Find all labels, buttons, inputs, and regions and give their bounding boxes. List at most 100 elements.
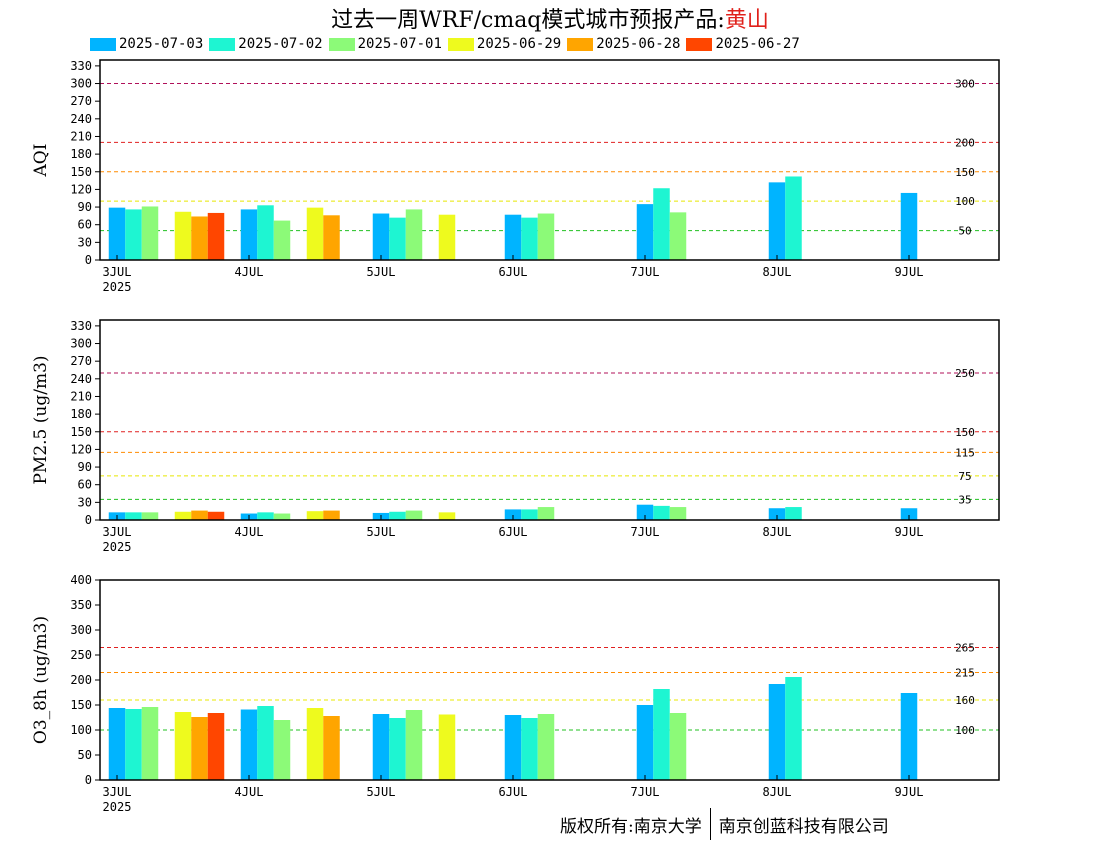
y-tick-label: 30 <box>78 495 92 509</box>
threshold-label: 100 <box>955 195 975 208</box>
bar <box>257 512 274 520</box>
bar <box>323 215 340 260</box>
y-tick-label: 240 <box>70 372 92 386</box>
bar <box>306 207 324 260</box>
bar <box>108 708 126 780</box>
plot-frame <box>99 319 1000 521</box>
legend-item: 2025-07-01 <box>328 36 442 52</box>
bar <box>125 209 142 260</box>
x-tick-label: 9JUL <box>895 525 924 539</box>
bar <box>405 209 423 260</box>
bar <box>636 705 654 780</box>
legend-label: 2025-06-27 <box>715 36 800 52</box>
y-tick-label: 30 <box>78 235 92 249</box>
threshold-label: 300 <box>955 78 975 91</box>
y-tick-label: 90 <box>78 200 92 214</box>
bar <box>141 206 159 260</box>
y-tick-label: 120 <box>70 442 92 456</box>
bar <box>653 689 670 780</box>
bar <box>389 718 406 780</box>
bar <box>636 204 654 260</box>
bar <box>438 512 456 520</box>
bar <box>405 710 423 780</box>
bar <box>273 720 291 780</box>
bar <box>125 709 142 780</box>
legend-swatch <box>90 37 116 51</box>
chart-title: 过去一周WRF/cmaq模式城市预报产品:黄山 <box>0 2 1100 34</box>
x-year-label: 2025 <box>103 800 132 814</box>
legend-swatch <box>567 37 594 51</box>
y-tick-label: 200 <box>70 673 92 687</box>
bar <box>174 511 192 520</box>
bar <box>537 507 555 520</box>
bar <box>174 712 192 780</box>
y-tick-label: 330 <box>70 319 92 333</box>
bar <box>900 192 918 260</box>
bar <box>141 512 159 520</box>
bar <box>669 212 687 260</box>
x-year-label: 2025 <box>103 540 132 554</box>
bar <box>191 717 208 780</box>
x-tick-label: 4JUL <box>235 525 264 539</box>
y-tick-label: 0 <box>85 513 92 527</box>
bar <box>108 207 126 260</box>
legend-label: 2025-07-01 <box>357 36 442 52</box>
y-tick-label: 60 <box>78 478 92 492</box>
bar <box>273 513 291 520</box>
y-tick-label: 270 <box>70 354 92 368</box>
threshold-label: 215 <box>955 667 975 680</box>
threshold-label: 150 <box>955 426 975 439</box>
bar <box>537 213 555 260</box>
bar <box>323 716 340 780</box>
bar <box>537 714 555 780</box>
y-axis-label: PM2.5 (ug/m3) <box>31 355 51 484</box>
y-tick-label: 0 <box>85 253 92 267</box>
legend-label: 2025-07-03 <box>119 36 204 52</box>
legend-item: 2025-06-28 <box>567 36 680 52</box>
x-tick-label: 9JUL <box>895 785 924 799</box>
x-year-label: 2025 <box>103 280 132 294</box>
bar <box>900 508 918 520</box>
y-tick-label: 180 <box>70 407 92 421</box>
threshold-label: 265 <box>955 642 975 655</box>
bar <box>257 706 274 780</box>
bar <box>900 693 918 780</box>
bar <box>438 214 456 260</box>
legend-item: 2025-07-03 <box>90 36 203 52</box>
bar <box>372 714 390 780</box>
y-tick-label: 150 <box>70 698 92 712</box>
bar <box>504 509 522 520</box>
bar <box>768 508 786 520</box>
y-tick-label: 60 <box>78 218 92 232</box>
y-tick-label: 150 <box>70 165 92 179</box>
legend: 2025-07-03 2025-07-02 2025-07-01 2025-06… <box>90 36 800 52</box>
x-tick-label: 8JUL <box>763 525 792 539</box>
bar <box>504 715 522 780</box>
bar <box>207 713 225 780</box>
bar <box>785 677 802 780</box>
y-tick-label: 210 <box>70 389 92 403</box>
bar <box>174 211 192 260</box>
bar <box>521 718 538 780</box>
y-tick-label: 350 <box>70 598 92 612</box>
title-city: 黄山 <box>724 8 769 33</box>
y-tick-label: 180 <box>70 147 92 161</box>
bar <box>653 188 670 260</box>
bar <box>521 217 538 260</box>
legend-swatch <box>328 37 355 51</box>
title-prefix: 过去一周WRF/cmaq模式城市预报产品: <box>331 8 725 33</box>
bar <box>389 511 406 520</box>
footer-divider <box>709 808 711 840</box>
bar <box>372 213 390 260</box>
x-tick-label: 6JUL <box>499 785 528 799</box>
x-tick-label: 6JUL <box>499 265 528 279</box>
legend-item: 2025-06-27 <box>686 36 800 52</box>
bar <box>207 212 225 260</box>
legend-swatch <box>686 37 713 51</box>
x-tick-label: 5JUL <box>367 525 396 539</box>
plot-frame <box>99 59 1000 261</box>
x-tick-label: 7JUL <box>631 265 660 279</box>
bar <box>768 684 786 780</box>
x-tick-label: 8JUL <box>763 265 792 279</box>
bar <box>768 182 786 260</box>
